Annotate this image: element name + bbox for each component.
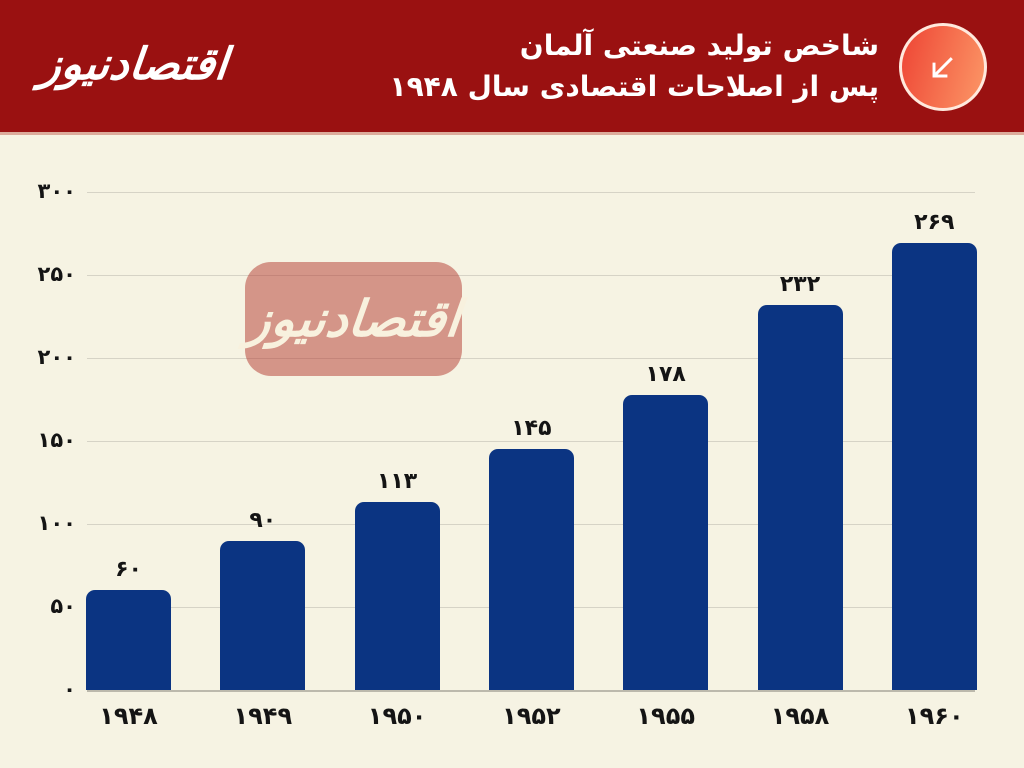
gridline-150	[87, 441, 975, 442]
bar-1948	[86, 590, 171, 690]
title-line-1: شاخص تولید صنعتی آلمان	[519, 29, 879, 62]
value-label-1950: ۱۱۳	[376, 469, 418, 495]
bar-chart: ۰ ۵۰ ۱۰۰ ۱۵۰ ۲۰۰ ۲۵۰ ۳۰۰ اقتصادنیوز ۶۰ ۱۹۴۸ ۹۰ ۱۹…	[0, 135, 1024, 768]
x-tick-label-1955: ۱۹۵۵	[636, 702, 695, 730]
chart-title: شاخص تولید صنعتی آلمان پس از اصلاحات اقت…	[390, 25, 880, 107]
value-label-1960: ۲۶۹	[914, 210, 955, 236]
value-label-1958: ۲۳۲	[779, 271, 821, 297]
gridline-200	[87, 358, 975, 359]
arrow-down-left-icon	[899, 23, 987, 111]
value-label-1955: ۱۷۸	[645, 361, 686, 387]
y-tick-label-0: ۰	[63, 677, 76, 702]
x-tick-label-1960: ۱۹۶۰	[905, 702, 964, 730]
y-tick-label-300: ۳۰۰	[37, 179, 76, 204]
header-banner: اقتصادنیوز شاخص تولید صنعتی آلمان پس از …	[0, 0, 1024, 135]
x-tick-label-1952: ۱۹۵۲	[502, 702, 561, 730]
bar-1952	[488, 449, 574, 690]
watermark: اقتصادنیوز	[244, 262, 463, 376]
y-tick-label-100: ۱۰۰	[37, 511, 76, 536]
gridline-250	[87, 275, 975, 276]
y-tick-label-50: ۵۰	[50, 594, 76, 619]
value-label-1952: ۱۴۵	[511, 416, 552, 442]
y-tick-label-200: ۲۰۰	[37, 345, 76, 370]
brand-logo: اقتصادنیوز	[37, 39, 230, 90]
bar-1949	[220, 540, 306, 690]
y-tick-label-250: ۲۵۰	[37, 262, 76, 287]
x-tick-label-1948: ۱۹۴۸	[99, 702, 158, 730]
title-line-2: پس از اصلاحات اقتصادی سال ۱۹۴۸	[389, 70, 880, 103]
gridline-300	[87, 192, 975, 193]
bar-1960	[891, 243, 977, 690]
x-tick-label-1950: ۱۹۵۰	[367, 702, 427, 730]
gridline-0	[87, 690, 975, 692]
value-label-1949: ۹۰	[249, 507, 277, 533]
watermark-text: اقتصادنیوز	[244, 290, 463, 348]
value-label-1948: ۶۰	[115, 557, 142, 583]
y-tick-label-150: ۱۵۰	[37, 428, 76, 453]
x-tick-label-1958: ۱۹۵۸	[770, 702, 830, 730]
bar-1950	[354, 502, 440, 690]
bar-1955	[623, 394, 709, 690]
bar-1958	[757, 304, 843, 690]
x-tick-label-1949: ۱۹۴۹	[233, 702, 293, 730]
